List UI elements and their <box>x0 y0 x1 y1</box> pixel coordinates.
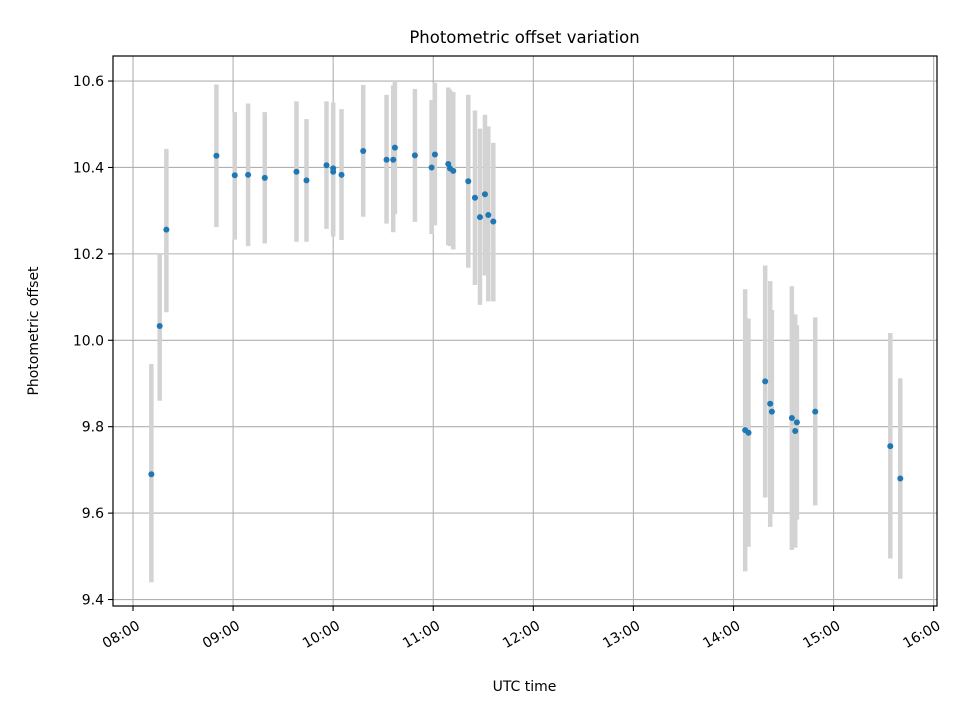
data-point <box>383 156 390 163</box>
data-point <box>261 174 268 181</box>
data-point <box>767 400 774 407</box>
data-point <box>245 171 252 178</box>
chart-title: Photometric offset variation <box>409 28 639 47</box>
data-points <box>148 144 904 482</box>
y-tick-label: 10.2 <box>73 247 104 263</box>
data-point <box>471 194 478 201</box>
data-point <box>330 165 337 172</box>
y-tick-label: 9.4 <box>82 593 104 609</box>
data-point <box>812 408 819 415</box>
data-point <box>360 148 367 155</box>
data-point <box>338 171 345 178</box>
plot-area-frame <box>112 55 938 607</box>
data-point <box>431 151 438 158</box>
data-point <box>303 177 310 184</box>
y-axis-ticks: 9.4 9.6 9.8 10.0 10.2 10.4 10.6 <box>73 74 113 609</box>
y-tick-label: 10.4 <box>73 160 104 176</box>
data-point <box>792 428 799 435</box>
data-point <box>887 443 894 450</box>
data-point <box>411 152 418 159</box>
data-point <box>897 475 904 482</box>
data-point <box>793 419 800 426</box>
data-point <box>465 178 472 185</box>
data-point <box>213 152 220 159</box>
y-tick-label: 9.6 <box>82 506 104 522</box>
data-point <box>476 214 483 221</box>
data-point <box>293 168 300 175</box>
data-point <box>450 167 457 174</box>
x-axis-label: UTC time <box>493 679 557 695</box>
y-tick-label: 10.6 <box>73 74 104 90</box>
data-point <box>390 156 397 163</box>
data-point <box>163 226 170 233</box>
data-point <box>762 378 769 385</box>
data-point <box>768 408 775 415</box>
data-point <box>490 218 497 225</box>
data-point <box>391 144 398 151</box>
data-point <box>323 162 330 169</box>
y-tick-label: 9.8 <box>82 420 104 436</box>
data-point <box>788 415 795 422</box>
data-point <box>156 323 163 330</box>
data-point <box>745 429 752 436</box>
data-point <box>485 211 492 218</box>
data-point <box>481 191 488 198</box>
data-point <box>428 164 435 171</box>
y-tick-label: 10.0 <box>73 333 104 349</box>
y-axis-label: Photometric offset <box>26 266 42 396</box>
data-point <box>231 172 238 179</box>
data-point <box>148 471 155 478</box>
